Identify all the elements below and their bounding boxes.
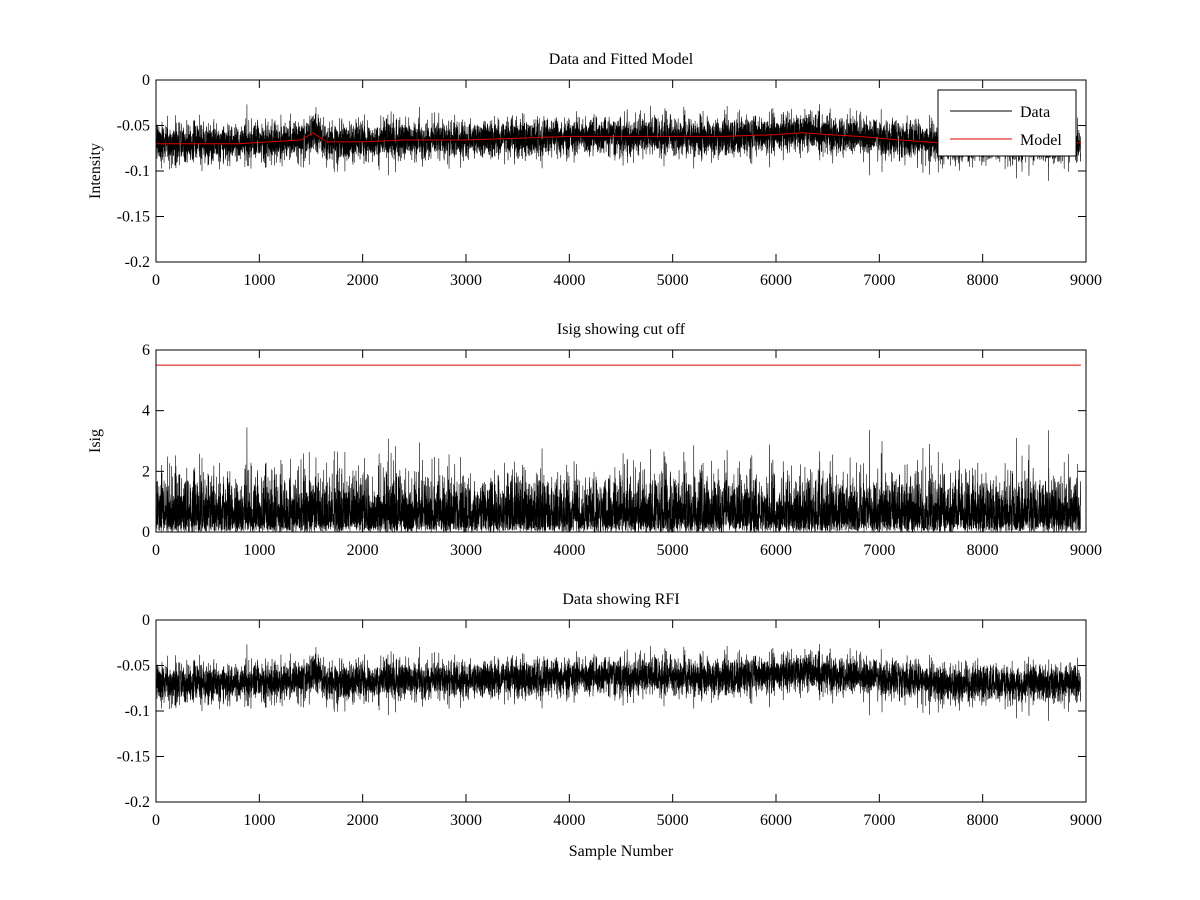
x-tick-label: 8000 <box>967 272 999 289</box>
chart-title: Isig showing cut off <box>557 321 686 338</box>
legend-box <box>937 89 1077 157</box>
y-tick-label: 0 <box>142 72 150 89</box>
y-tick-label: -0.2 <box>125 254 150 271</box>
x-tick-label: 6000 <box>760 272 792 289</box>
x-tick-label: 6000 <box>760 812 792 829</box>
chart-1: 0 1000 2000 3000 4000 5000 6000 7000 8000 90000-0… <box>87 51 1102 289</box>
y-tick-label: -0.15 <box>117 749 150 766</box>
x-tick-label: 4000 <box>553 812 585 829</box>
y-tick-label: 0 <box>142 524 150 541</box>
x-tick-label: 7000 <box>863 812 895 829</box>
x-tick-label: 4000 <box>553 272 585 289</box>
chart-3: 0 1000 2000 3000 4000 5000 6000 7000 8000 90000-0… <box>117 591 1102 860</box>
y-tick-label: -0.15 <box>117 209 150 226</box>
y-axis-label: Intensity <box>87 143 104 199</box>
y-tick-label: -0.1 <box>125 703 150 720</box>
series-line-series-1 <box>156 644 1082 721</box>
y-tick-label: 4 <box>142 403 150 420</box>
y-tick-label: -0.2 <box>125 794 150 811</box>
y-tick-label: -0.05 <box>117 118 150 135</box>
legend: Data Model <box>937 89 1077 157</box>
x-tick-label: 6000 <box>760 542 792 559</box>
chart-title: Data and Fitted Model <box>549 51 694 68</box>
x-tick-label: 8000 <box>967 812 999 829</box>
series-line-data <box>156 104 1082 181</box>
x-tick-label: 1000 <box>243 272 275 289</box>
x-tick-label: 9000 <box>1070 272 1102 289</box>
x-tick-label: 3000 <box>450 272 482 289</box>
x-tick-label: 0 <box>152 272 160 289</box>
y-tick-label: -0.05 <box>117 658 150 675</box>
axes-frame <box>155 349 1087 533</box>
x-tick-label: 7000 <box>863 272 895 289</box>
y-axis-label: Isig <box>87 429 104 453</box>
chart-title: Data showing RFI <box>562 591 679 608</box>
x-tick-label: 1000 <box>243 812 275 829</box>
x-tick-label: 3000 <box>450 812 482 829</box>
x-tick-label: 5000 <box>657 812 689 829</box>
y-tick-label: 0 <box>142 612 150 629</box>
x-tick-label: 5000 <box>657 272 689 289</box>
legend-label-model: Model <box>1020 132 1062 149</box>
x-tick-label: 5000 <box>657 542 689 559</box>
x-tick-label: 0 <box>152 542 160 559</box>
x-tick-label: 9000 <box>1070 812 1102 829</box>
x-tick-label: 2000 <box>347 272 379 289</box>
series-line-series-1 <box>156 427 1082 532</box>
x-tick-label: 2000 <box>347 542 379 559</box>
chart-2: 0 1000 2000 3000 4000 5000 6000 7000 8000 9000 0 2 4… <box>87 321 1102 559</box>
x-tick-label: 1000 <box>243 542 275 559</box>
x-tick-label: 8000 <box>967 542 999 559</box>
x-tick-label: 4000 <box>553 542 585 559</box>
series-line-model <box>156 132 1081 145</box>
x-axis-label: Sample Number <box>569 843 674 860</box>
x-tick-label: 3000 <box>450 542 482 559</box>
x-tick-label: 9000 <box>1070 542 1102 559</box>
x-tick-label: 0 <box>152 812 160 829</box>
x-tick-label: 2000 <box>347 812 379 829</box>
y-tick-label: 2 <box>142 463 150 480</box>
x-tick-label: 7000 <box>863 542 895 559</box>
y-tick-label: 6 <box>142 342 150 359</box>
legend-label-data: Data <box>1020 104 1050 121</box>
y-tick-label: -0.1 <box>125 163 150 180</box>
